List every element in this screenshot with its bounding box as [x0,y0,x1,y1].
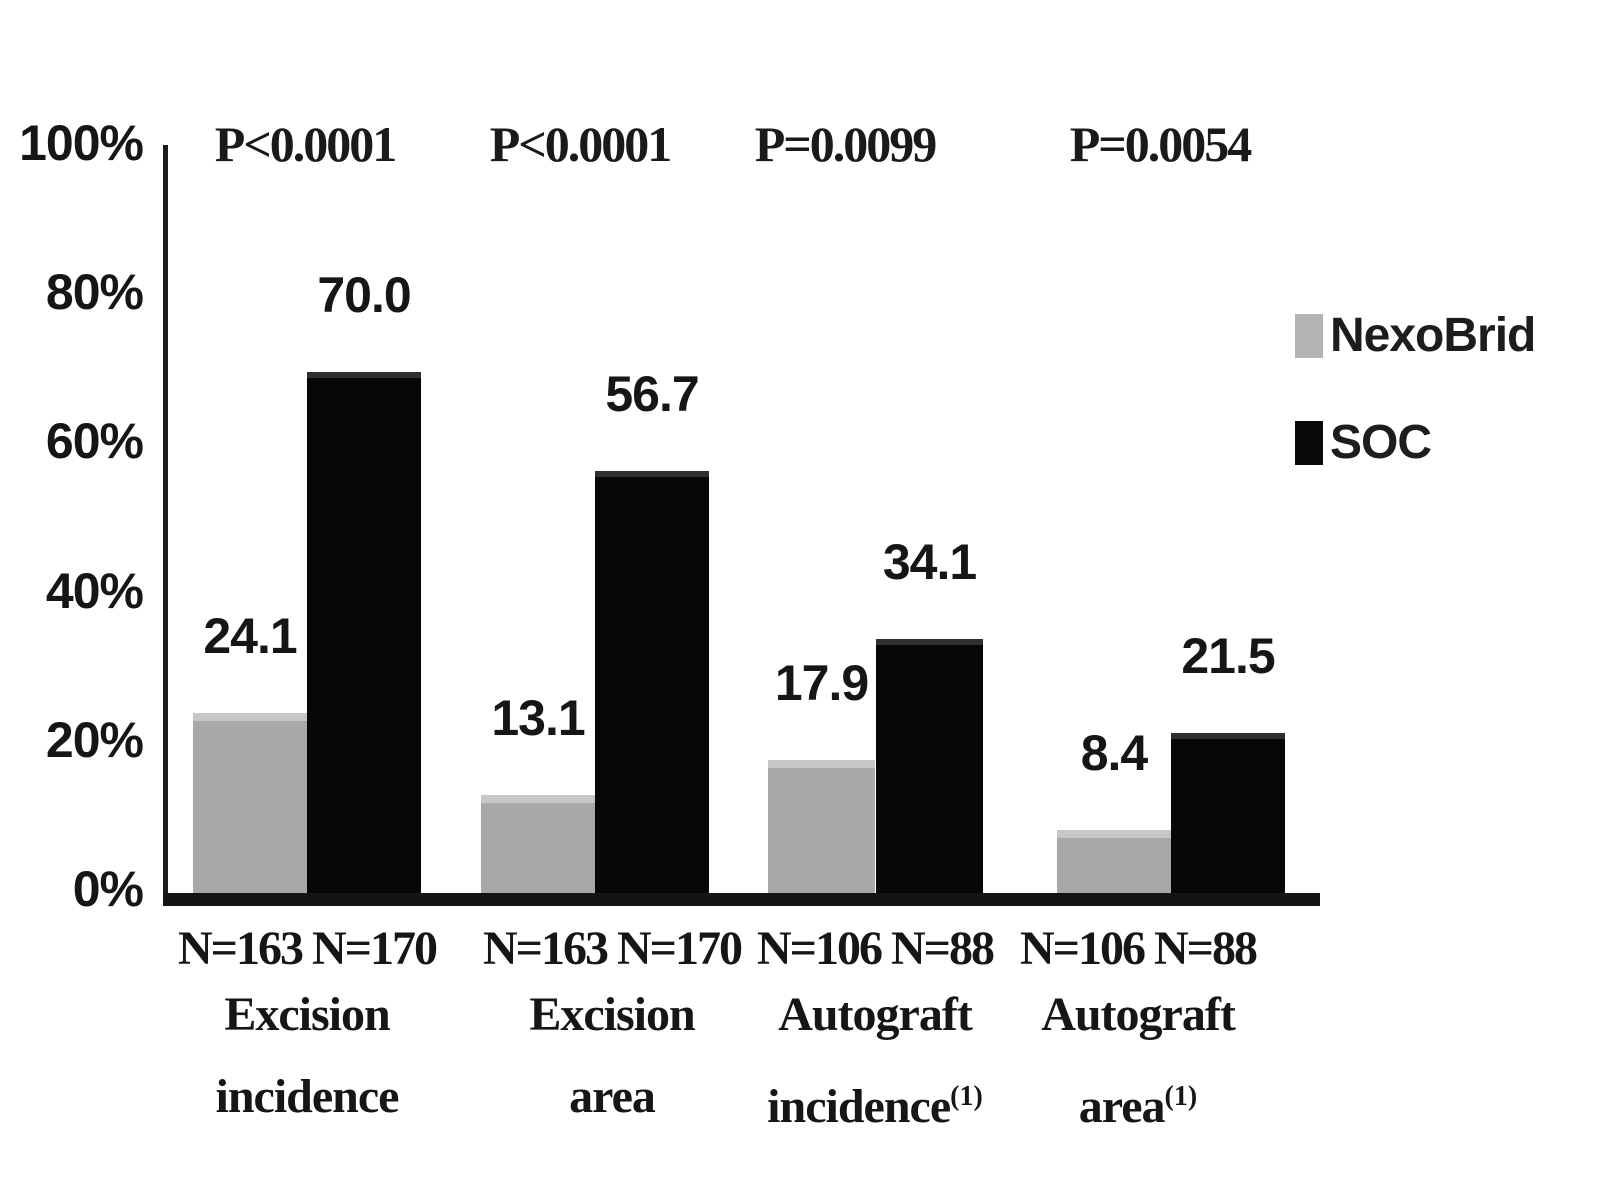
bar-value-label-soc: 21.5 [1181,628,1275,684]
category-label-line1: Excision [224,988,390,1041]
bar-nexobrid [768,760,875,893]
y-tick-label: 20% [45,712,144,768]
p-value-label: P<0.0001 [489,116,673,172]
p-value-label: P=0.0099 [754,116,938,172]
bar-nexobrid [481,795,595,893]
n-label: N=163 N=170 [482,922,743,975]
category-label-line1: Autograft [1041,988,1236,1041]
bar-value-label-soc: 34.1 [882,534,977,590]
bar-soc [876,639,983,893]
legend-label-nexobrid: NexoBrid [1330,309,1536,362]
category-label-line2: incidence(1) [767,1080,983,1133]
y-tick-label: 40% [45,563,144,619]
category-footnote-marker: (1) [1164,1081,1198,1112]
p-value-label: P<0.0001 [214,116,398,172]
bar-value-label-soc: 56.7 [605,366,699,422]
legend-swatch-soc [1295,421,1323,465]
bar-soc [1171,733,1285,893]
y-tick-label: 80% [45,264,144,320]
category-footnote-marker: (1) [950,1081,983,1112]
bar-soc [595,471,709,893]
y-tick-label: 0% [72,861,144,917]
bar-nexobrid [193,713,307,893]
y-tick-label: 100% [19,115,144,171]
bar-nexobrid [1057,830,1171,893]
y-tick-label: 60% [45,413,144,469]
p-value-label: P=0.0054 [1069,116,1253,172]
y-axis-line [163,145,168,906]
category-label-line2: area(1) [1078,1080,1198,1133]
bar-value-label-soc: 70.0 [317,267,411,323]
category-label-line1: Autograft [778,988,973,1041]
bar-value-label-nexobrid: 24.1 [203,608,297,664]
legend-label-soc: SOC [1330,416,1432,469]
x-axis-line [163,893,1320,906]
legend-swatch-nexobrid [1295,314,1323,358]
bar-soc [307,372,421,893]
n-label: N=106 N=88 [756,922,995,975]
bar-value-label-nexobrid: 13.1 [491,690,585,746]
category-label-line1: Excision [529,988,695,1041]
bar-value-label-nexobrid: 8.4 [1080,725,1149,781]
n-label: N=163 N=170 [177,922,438,975]
n-label: N=106 N=88 [1019,922,1258,975]
category-label-line2: incidence [215,1070,400,1123]
category-label-line2: area [569,1070,656,1123]
bar-value-label-nexobrid: 17.9 [774,655,869,711]
